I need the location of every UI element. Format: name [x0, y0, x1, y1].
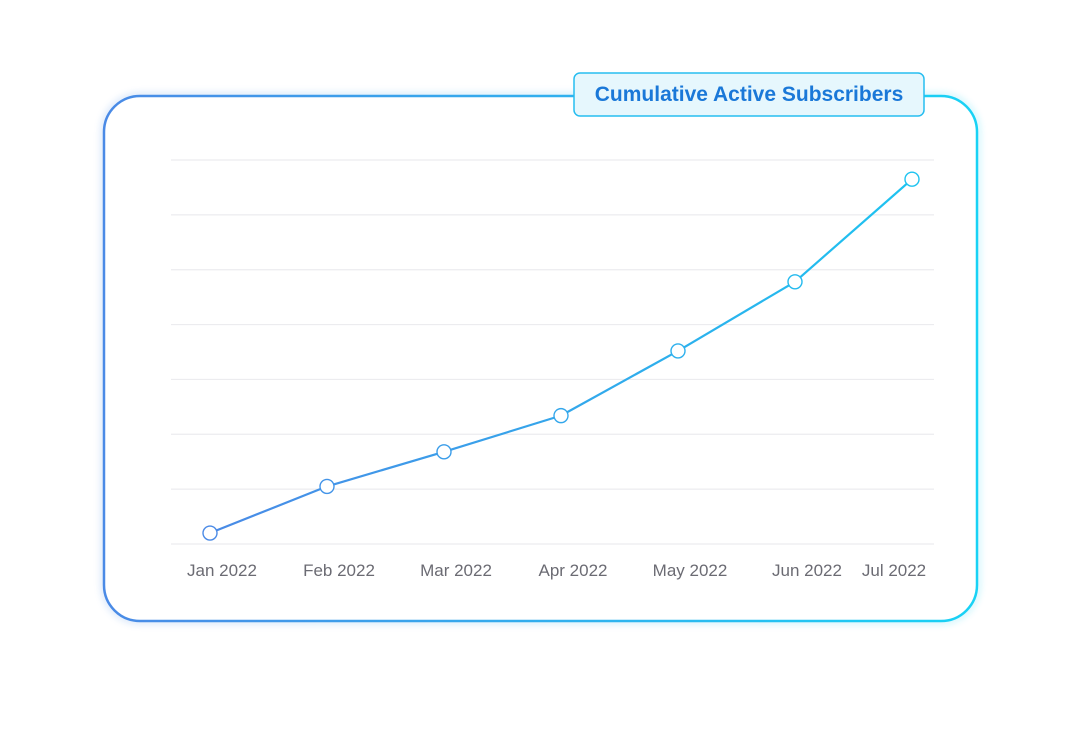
data-point — [553, 407, 569, 424]
x-tick-label: Jul 2022 — [862, 561, 926, 580]
x-tick-label: Feb 2022 — [303, 561, 375, 580]
x-tick-label: Jun 2022 — [772, 561, 842, 580]
chart-frame — [102, 94, 979, 623]
x-axis-tick-labels: Jan 2022 Feb 2022 Mar 2022 Apr 2022 May 2022… — [187, 561, 926, 580]
grid-lines — [171, 159, 934, 545]
data-point — [787, 274, 803, 290]
x-tick-label: Apr 2022 — [539, 561, 608, 580]
chart-title-badge-background — [573, 72, 925, 117]
data-point — [436, 444, 452, 460]
x-tick-label: May 2022 — [653, 561, 728, 580]
x-tick-label: Mar 2022 — [420, 561, 492, 580]
x-tick-label: Jan 2022 — [187, 561, 257, 580]
chart-title: Cumulative Active Subscribers — [595, 83, 904, 106]
data-point — [904, 171, 920, 187]
data-point — [319, 478, 335, 495]
data-point — [670, 343, 686, 359]
chart-title-badge: Cumulative Active Subscribers — [573, 72, 925, 117]
data-point — [202, 525, 218, 541]
data-points — [202, 171, 920, 541]
